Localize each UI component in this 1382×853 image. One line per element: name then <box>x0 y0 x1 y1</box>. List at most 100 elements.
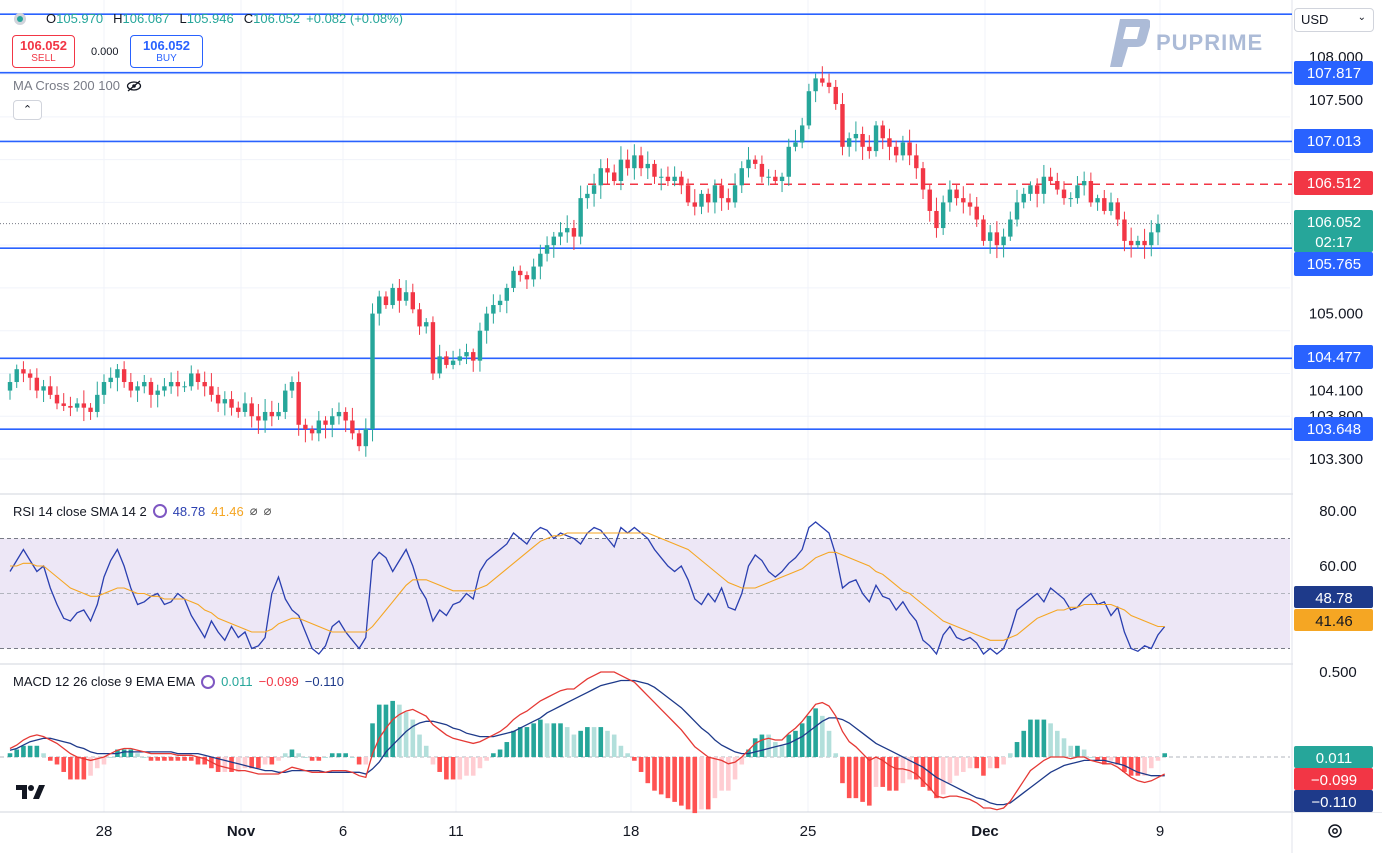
candle-down <box>356 433 362 447</box>
macd-histogram-bar <box>954 757 959 776</box>
macd-histogram-bar <box>692 757 698 814</box>
tradingview-logo-icon[interactable] <box>16 783 46 801</box>
macd-histogram-bar <box>88 757 93 776</box>
price-levels[interactable] <box>0 13 1292 431</box>
eye-hidden-icon[interactable] <box>126 80 142 92</box>
settings-icon[interactable] <box>1326 822 1344 840</box>
candle-up <box>1108 202 1114 211</box>
price-tick-label: 105.000 <box>1309 306 1363 323</box>
macd-histogram-bar <box>907 757 912 780</box>
candle-down <box>860 133 865 147</box>
candle-up <box>155 390 160 395</box>
candle-down <box>54 394 60 404</box>
candle-up <box>484 313 489 331</box>
close-value: 106.052 <box>253 11 301 26</box>
ohlc-legend: O 105.970 H 106.067 L 105.946 C 106.052 +0.0… <box>14 11 403 26</box>
ma-indicator-legend[interactable]: MA Cross 200 100 <box>13 78 142 93</box>
candle-up <box>712 185 718 203</box>
macd-legend[interactable]: MACD 12 26 close 9 EMA EMA 0.011 −0.099 … <box>13 674 344 689</box>
macd-histogram-bar <box>323 757 328 758</box>
macd-line-value-label: −0.110 <box>1311 794 1356 811</box>
rsi-legend[interactable]: RSI 14 close SMA 14 2 48.78 41.46 ⌀ ⌀ <box>13 503 271 519</box>
macd-histogram-bar <box>665 757 671 799</box>
macd-histogram-bar <box>893 757 899 791</box>
macd-hist-value: 0.011 <box>221 674 253 689</box>
sell-button[interactable]: 106.052 SELL <box>12 35 75 68</box>
candle-up <box>424 322 429 327</box>
macd-histogram-bar <box>47 757 53 761</box>
rsi-band <box>0 538 1290 649</box>
candle-down <box>209 386 214 395</box>
low-value: 105.946 <box>186 11 234 26</box>
data-window-icon[interactable] <box>152 504 167 518</box>
high-value: 106.067 <box>122 11 170 26</box>
buy-button[interactable]: 106.052 BUY <box>130 35 203 68</box>
macd-histogram-bar <box>444 757 449 780</box>
macd-histogram-bar <box>74 757 80 780</box>
candle-up <box>283 390 288 412</box>
candle-up <box>659 176 664 178</box>
macd-histogram-bar <box>752 738 758 757</box>
candle-down <box>752 159 758 164</box>
level-price-label: 107.013 <box>1307 133 1361 150</box>
candle-down <box>679 176 684 186</box>
candle-up <box>457 356 463 361</box>
current-price-label: 02:17 <box>1315 234 1353 251</box>
candle-down <box>1115 202 1120 220</box>
macd-histogram-bar <box>1021 730 1027 757</box>
macd-histogram-bar <box>363 757 369 765</box>
macd-histogram-bar <box>316 757 322 761</box>
candle-down <box>350 420 355 434</box>
candle-up <box>558 232 563 237</box>
macd-legend-label: MACD 12 26 close 9 EMA EMA <box>13 674 196 689</box>
macd-tick-label: 0.500 <box>1319 664 1357 681</box>
candle-down <box>48 386 53 395</box>
candle-up <box>142 382 147 387</box>
macd-histogram-bar <box>397 704 402 757</box>
candle-down <box>612 172 617 182</box>
candle-up <box>1014 202 1020 220</box>
candle-down <box>840 104 845 147</box>
candle-up <box>632 155 637 169</box>
price-axis[interactable]: 108.000107.500105.000103.800103.300104.1… <box>96 0 1382 840</box>
macd-histogram-bar <box>27 745 33 757</box>
candle-down <box>1034 185 1040 194</box>
macd-histogram-bar <box>202 757 207 765</box>
candle-down <box>417 309 422 327</box>
time-tick-label: 18 <box>623 823 640 840</box>
candle-up <box>672 176 677 182</box>
macd-histogram-bar <box>423 745 429 757</box>
macd-histogram-bar <box>54 757 60 765</box>
candle-down <box>1122 219 1127 241</box>
macd-histogram-bar <box>450 757 456 780</box>
current-price-label: 106.052 <box>1307 214 1361 231</box>
candle-up <box>316 420 322 434</box>
candle-down <box>820 78 825 83</box>
macd-histogram-bar <box>94 757 100 769</box>
macd-histogram-bar <box>1054 730 1060 757</box>
macd-histogram-bar <box>531 723 536 757</box>
candle-up <box>987 232 993 241</box>
candle-up <box>940 202 946 229</box>
macd-histogram-bar <box>269 757 275 765</box>
macd-histogram-bar <box>162 757 167 761</box>
candle-up <box>511 270 516 288</box>
candle-up <box>813 78 818 92</box>
data-window-icon[interactable] <box>201 674 216 689</box>
macd-line-value-label-bg <box>1294 790 1373 812</box>
candle-up <box>390 287 395 306</box>
macd-histogram-bar <box>1034 719 1040 757</box>
macd-histogram-bar <box>1028 719 1033 757</box>
collapse-legend-button[interactable]: ⌃ <box>13 100 42 120</box>
time-tick-label: 11 <box>448 823 464 840</box>
resistance-price-label-bg <box>1294 171 1373 195</box>
macd-histogram-bar <box>873 757 879 787</box>
candle-up <box>95 394 100 412</box>
open-value: 105.970 <box>56 11 104 26</box>
candle-down <box>685 185 691 203</box>
macd-fast-line <box>9 671 1165 811</box>
rsi-tick-label: 80.00 <box>1319 503 1357 520</box>
currency-select[interactable]: USD ⌄ <box>1294 8 1374 32</box>
candle-down <box>907 142 912 156</box>
